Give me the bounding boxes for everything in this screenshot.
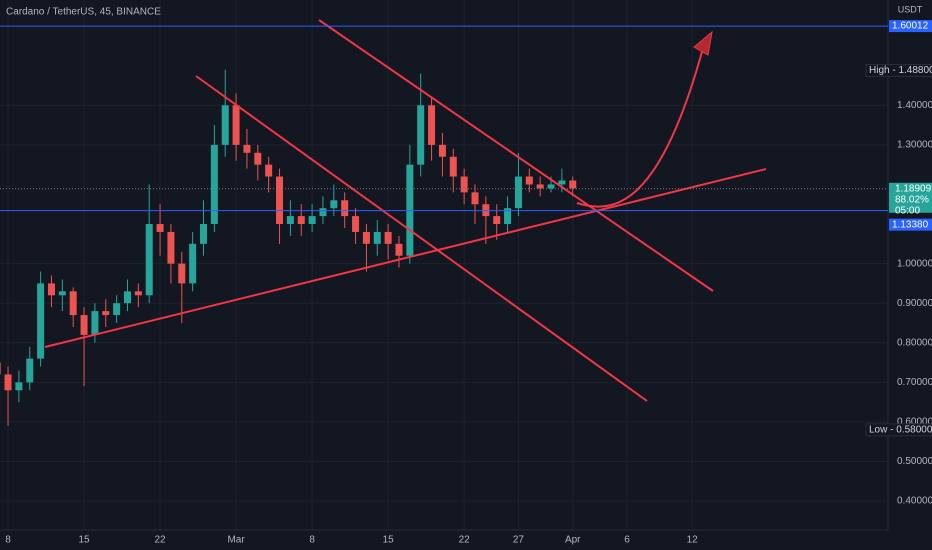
candle-body (460, 176, 468, 193)
candle-body (525, 176, 533, 185)
x-tick-label: 22 (459, 535, 471, 546)
candle-body (514, 176, 522, 209)
chart-title: Cardano / TetherUS, 45, BINANCE (6, 7, 161, 18)
candle-body (69, 291, 77, 316)
candles (0, 69, 577, 426)
candle-body (373, 231, 381, 244)
candle-body (286, 216, 294, 225)
grid (0, 0, 888, 530)
x-tick-label: Mar (227, 535, 245, 546)
y-tick-label: 0.70000 (897, 377, 932, 388)
candle-body (547, 184, 555, 189)
trend-line (44, 168, 767, 348)
y-tick-label: 0.80000 (897, 337, 932, 348)
candle-body (123, 291, 131, 304)
candle-body (178, 263, 186, 284)
candle-body (254, 152, 262, 165)
price-label: 1.13380 (892, 219, 929, 230)
candle-body (395, 243, 403, 256)
low-label-box (865, 423, 932, 437)
candle-body (243, 144, 251, 153)
last-price-countdown: 05:00 (895, 205, 920, 216)
candle-body (91, 311, 99, 335)
candle-body (47, 283, 55, 296)
y-axis-label: USDT (898, 4, 923, 14)
candle-body (276, 176, 284, 225)
candle-body (536, 184, 544, 189)
candle-body (471, 192, 479, 205)
candle-body (80, 315, 88, 335)
candle-body (265, 164, 273, 177)
candle-body (26, 358, 34, 383)
y-tick-label: 0.90000 (897, 298, 932, 309)
candle-body (428, 105, 436, 145)
y-tick-label: 0.50000 (897, 456, 932, 467)
candle-body (102, 311, 110, 316)
last-price-change: 88.02% (895, 194, 929, 205)
candle-body (493, 216, 501, 225)
x-tick-label: 6 (624, 535, 630, 546)
candle-body (145, 224, 153, 296)
x-tick-label: 8 (5, 535, 11, 546)
candle-body (569, 180, 577, 189)
forecast-curve (576, 47, 704, 208)
y-tick-label: 1.40000 (897, 100, 932, 111)
trend-line (195, 75, 648, 402)
candle-body (134, 291, 142, 296)
high-label: High - 1.48800 (869, 65, 932, 76)
high-label-box (865, 63, 932, 77)
arrow-head (693, 30, 713, 56)
candle-body (4, 374, 12, 391)
y-tick-label: 1.00000 (897, 258, 932, 269)
candle-body (330, 200, 338, 209)
axis: 1.40000 1.30000 1.00000 0.90000 0.80000 0.700… (0, 20, 932, 546)
candle-body (504, 208, 512, 225)
candle-body (341, 200, 349, 217)
last-price-label: 1.18909 (895, 183, 932, 194)
candle-body (113, 303, 121, 316)
x-tick-label: 22 (155, 535, 167, 546)
price-label-box (889, 20, 932, 33)
x-tick-label: 15 (78, 535, 90, 546)
candle-body (558, 180, 566, 185)
candle-body (15, 382, 23, 391)
y-tick-label: 0.60000 (897, 417, 932, 428)
drawings (44, 19, 767, 402)
candle-body (352, 216, 360, 232)
candle-body (0, 362, 1, 375)
y-tick-label: 1.30000 (897, 140, 932, 151)
candle-body (167, 231, 175, 264)
x-tick-label: 15 (383, 535, 395, 546)
candle-body (189, 243, 197, 284)
candle-body (37, 283, 45, 359)
price-label-box (889, 218, 932, 231)
x-tick-label: 27 (513, 535, 525, 546)
candle-body (156, 224, 164, 232)
x-tick-label: 8 (309, 535, 315, 546)
y-tick-label: 0.40000 (897, 496, 932, 507)
trend-line (318, 19, 714, 292)
candle-body (449, 156, 457, 177)
candle-body (319, 208, 327, 217)
low-label: Low - 0.58000 (869, 424, 932, 435)
x-tick-label: 12 (687, 535, 699, 546)
candle-body (58, 291, 66, 296)
candle-body (417, 105, 425, 165)
candle-body (362, 231, 370, 244)
candle-body (221, 105, 229, 145)
candle-body (200, 224, 208, 244)
candle-body (384, 231, 392, 244)
candle-body (232, 105, 240, 145)
price-label: 1.60012 (892, 21, 929, 32)
candle-body (297, 216, 305, 225)
last-price-box (889, 182, 932, 213)
candle-body (438, 144, 446, 157)
x-tick-label: Apr (565, 535, 581, 546)
candle-body (210, 144, 218, 225)
candle-body (308, 216, 316, 225)
